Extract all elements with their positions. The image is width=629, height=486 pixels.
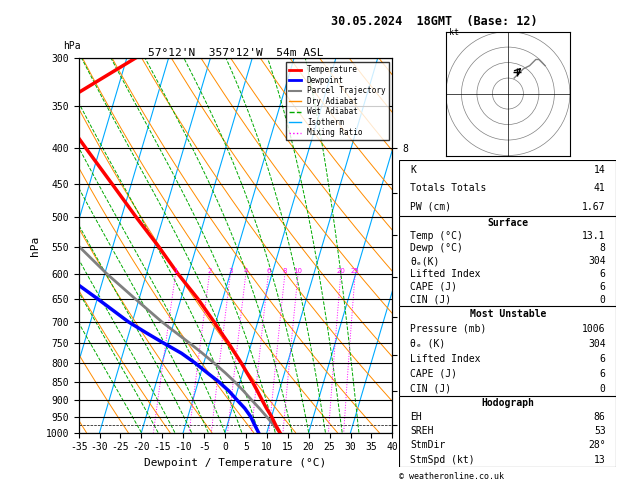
Text: Lifted Index: Lifted Index	[410, 354, 481, 364]
Text: 6: 6	[266, 268, 270, 274]
Text: 8: 8	[282, 268, 287, 274]
Text: CAPE (J): CAPE (J)	[410, 282, 457, 292]
Text: 86: 86	[594, 412, 606, 422]
Text: 30.05.2024  18GMT  (Base: 12): 30.05.2024 18GMT (Base: 12)	[331, 15, 537, 28]
Text: Totals Totals: Totals Totals	[410, 183, 487, 193]
Text: 41: 41	[594, 183, 606, 193]
Text: 25: 25	[351, 268, 360, 274]
Text: 304: 304	[588, 256, 606, 266]
Text: PW (cm): PW (cm)	[410, 202, 452, 212]
Text: θₑ(K): θₑ(K)	[410, 256, 440, 266]
Text: CAPE (J): CAPE (J)	[410, 368, 457, 379]
Text: SREH: SREH	[410, 426, 434, 436]
Y-axis label: km
ASL: km ASL	[420, 245, 438, 267]
Text: 28°: 28°	[588, 440, 606, 451]
Text: 8: 8	[599, 243, 606, 253]
Text: EH: EH	[410, 412, 422, 422]
Text: 13.1: 13.1	[582, 230, 606, 241]
Text: CIN (J): CIN (J)	[410, 295, 452, 305]
Text: Lifted Index: Lifted Index	[410, 269, 481, 279]
Text: 13: 13	[594, 454, 606, 465]
Text: 1006: 1006	[582, 324, 606, 334]
Text: 2: 2	[208, 268, 212, 274]
Text: hPa: hPa	[63, 41, 81, 51]
Text: 6: 6	[599, 354, 606, 364]
Legend: Temperature, Dewpoint, Parcel Trajectory, Dry Adiabat, Wet Adiabat, Isotherm, Mi: Temperature, Dewpoint, Parcel Trajectory…	[286, 62, 389, 140]
Text: 6: 6	[599, 368, 606, 379]
Title: 57°12'N  357°12'W  54m ASL: 57°12'N 357°12'W 54m ASL	[148, 48, 323, 57]
Text: Dewp (°C): Dewp (°C)	[410, 243, 463, 253]
X-axis label: Dewpoint / Temperature (°C): Dewpoint / Temperature (°C)	[145, 458, 326, 468]
Text: 0: 0	[599, 295, 606, 305]
Text: 3: 3	[228, 268, 233, 274]
Text: 14: 14	[594, 165, 606, 174]
Text: 1: 1	[174, 268, 178, 274]
FancyBboxPatch shape	[399, 396, 616, 467]
Y-axis label: hPa: hPa	[30, 235, 40, 256]
Text: StmDir: StmDir	[410, 440, 445, 451]
Text: Temp (°C): Temp (°C)	[410, 230, 463, 241]
Text: © weatheronline.co.uk: © weatheronline.co.uk	[399, 472, 504, 481]
Text: 0: 0	[599, 383, 606, 394]
Text: θₑ (K): θₑ (K)	[410, 339, 445, 348]
Text: Most Unstable: Most Unstable	[470, 309, 546, 319]
Text: 6: 6	[599, 282, 606, 292]
Text: K: K	[410, 165, 416, 174]
Text: 4: 4	[243, 268, 248, 274]
Text: 10: 10	[294, 268, 303, 274]
Text: 20: 20	[337, 268, 345, 274]
FancyBboxPatch shape	[399, 160, 616, 216]
Text: 53: 53	[594, 426, 606, 436]
Text: Pressure (mb): Pressure (mb)	[410, 324, 487, 334]
Text: Hodograph: Hodograph	[481, 398, 535, 408]
Text: 6: 6	[599, 269, 606, 279]
Text: kt: kt	[449, 28, 459, 36]
Text: Surface: Surface	[487, 218, 528, 228]
Text: 1.67: 1.67	[582, 202, 606, 212]
FancyBboxPatch shape	[399, 216, 616, 306]
FancyBboxPatch shape	[399, 306, 616, 396]
Text: CIN (J): CIN (J)	[410, 383, 452, 394]
Text: 304: 304	[588, 339, 606, 348]
Text: StmSpd (kt): StmSpd (kt)	[410, 454, 475, 465]
